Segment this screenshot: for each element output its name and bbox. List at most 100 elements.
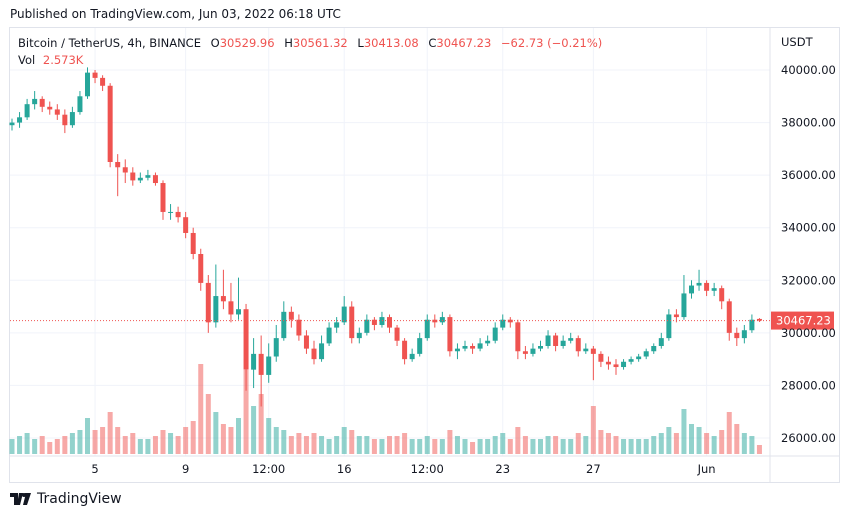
volume-bar <box>9 439 15 454</box>
volume-bar <box>522 436 528 454</box>
candle-body <box>545 335 551 346</box>
volume-bar <box>273 427 279 454</box>
volume-bar <box>311 433 317 454</box>
volume-bar <box>266 418 272 454</box>
y-tick-label: 36000.00 <box>781 168 836 182</box>
volume-bar <box>341 427 347 454</box>
volume-bar <box>462 439 468 454</box>
volume-bar <box>424 436 430 454</box>
volume-bar <box>356 436 362 454</box>
candle-body <box>296 319 302 336</box>
candle-body <box>69 112 75 126</box>
volume-bar <box>39 436 45 454</box>
volume-bar <box>326 439 332 454</box>
candle-body <box>689 285 694 294</box>
candle-body <box>107 85 113 162</box>
candle-body <box>183 217 189 233</box>
volume-bar <box>228 427 234 454</box>
legend: Bitcoin / TetherUS, 4h, BINANCE O30529.9… <box>18 35 602 69</box>
candle-body <box>371 319 377 325</box>
y-tick-label: 30000.00 <box>781 326 836 340</box>
volume-bar <box>334 436 340 454</box>
volume-label: Vol <box>18 53 36 67</box>
candle-body <box>454 348 460 352</box>
volume-bar <box>371 439 377 454</box>
volume-bar <box>530 439 536 454</box>
candle-body <box>115 162 121 168</box>
candle-body <box>341 306 347 323</box>
candle-body <box>379 317 385 325</box>
volume-bar <box>628 439 634 454</box>
volume-value: 2.573K <box>42 53 84 67</box>
volume-bar <box>17 436 23 454</box>
volume-bar <box>681 409 687 454</box>
candle-body <box>303 335 309 349</box>
volume-bar <box>741 433 747 454</box>
last-price-badge <box>771 311 834 330</box>
candle-body <box>681 293 687 318</box>
open-label: O <box>210 36 220 50</box>
candle-body <box>583 348 589 352</box>
volume-bar <box>243 370 249 454</box>
close-value: 30467.23 <box>436 36 492 50</box>
volume-bar <box>160 430 166 454</box>
candle-body <box>100 77 106 86</box>
candle-body <box>590 348 596 354</box>
candle-body <box>402 340 408 360</box>
volume-bar <box>643 439 649 454</box>
volume-bar <box>651 436 657 454</box>
volume-bar <box>583 436 589 454</box>
candle-body <box>288 311 294 320</box>
volume-bar <box>24 433 30 454</box>
volume-bar <box>485 439 491 454</box>
candle-body <box>62 114 68 126</box>
candle-body <box>251 353 257 370</box>
candle-body <box>605 361 611 365</box>
volume-bar <box>477 439 483 454</box>
candle-body <box>658 338 664 346</box>
candle-body <box>356 332 362 339</box>
candle-body <box>311 348 317 360</box>
candle-body <box>530 348 536 354</box>
candle-body <box>92 72 98 78</box>
candle-body <box>243 309 249 370</box>
candle-body <box>205 282 211 323</box>
candle-body <box>160 183 166 212</box>
candle-body <box>54 109 60 115</box>
candle-body <box>417 338 423 354</box>
candle-body <box>152 175 158 184</box>
candle-body <box>122 167 128 173</box>
candle-body <box>409 353 415 360</box>
volume-bar <box>168 433 174 454</box>
x-tick-label: 16 <box>337 462 352 476</box>
candle-body <box>387 317 392 328</box>
volume-bar <box>454 436 460 454</box>
candle-body <box>39 98 45 107</box>
candle-body <box>636 356 642 360</box>
candle-body <box>673 314 679 318</box>
volume-bar <box>666 427 672 454</box>
candle-body <box>175 211 181 218</box>
x-tick-label: 27 <box>586 462 601 476</box>
published-note: Published on TradingView.com, Jun 03, 20… <box>10 7 341 21</box>
volume-bar <box>92 430 98 454</box>
candle-body <box>696 282 702 286</box>
candle-body <box>137 177 143 181</box>
volume-bar <box>470 442 476 454</box>
volume-bar <box>689 424 694 454</box>
volume-bar <box>145 439 151 454</box>
volume-bar <box>439 439 445 454</box>
volume-bar <box>303 436 309 454</box>
candle-body <box>424 319 430 339</box>
volume-bar <box>85 418 90 454</box>
y-tick-label: 34000.00 <box>781 221 836 235</box>
high-value: 30561.32 <box>292 36 348 50</box>
candle-body <box>734 332 740 339</box>
x-tick-label: 5 <box>91 462 98 476</box>
candle-body <box>198 254 204 283</box>
volume-bar <box>658 433 664 454</box>
tradingview-logo[interactable]: TradingView <box>10 491 122 507</box>
volume-bar <box>402 433 408 454</box>
